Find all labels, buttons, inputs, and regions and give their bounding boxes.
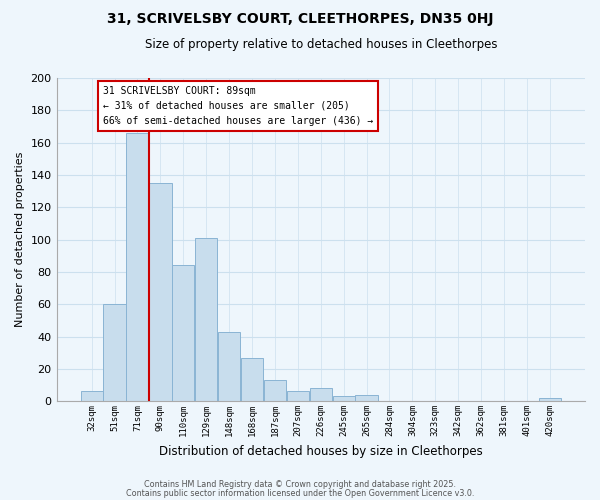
Bar: [332, 396, 355, 401]
Bar: [241, 358, 263, 401]
Bar: [264, 380, 286, 401]
Text: Contains HM Land Registry data © Crown copyright and database right 2025.: Contains HM Land Registry data © Crown c…: [144, 480, 456, 489]
Bar: [218, 332, 240, 401]
Bar: [80, 392, 103, 401]
Text: 31 SCRIVELSBY COURT: 89sqm
← 31% of detached houses are smaller (205)
66% of sem: 31 SCRIVELSBY COURT: 89sqm ← 31% of deta…: [103, 86, 373, 126]
Y-axis label: Number of detached properties: Number of detached properties: [15, 152, 25, 328]
Bar: [310, 388, 332, 401]
X-axis label: Distribution of detached houses by size in Cleethorpes: Distribution of detached houses by size …: [159, 444, 482, 458]
Bar: [355, 394, 378, 401]
Bar: [195, 238, 217, 401]
Bar: [287, 392, 309, 401]
Bar: [149, 183, 172, 401]
Bar: [539, 398, 561, 401]
Bar: [172, 266, 194, 401]
Bar: [127, 133, 149, 401]
Text: Contains public sector information licensed under the Open Government Licence v3: Contains public sector information licen…: [126, 488, 474, 498]
Bar: [103, 304, 125, 401]
Text: 31, SCRIVELSBY COURT, CLEETHORPES, DN35 0HJ: 31, SCRIVELSBY COURT, CLEETHORPES, DN35 …: [107, 12, 493, 26]
Title: Size of property relative to detached houses in Cleethorpes: Size of property relative to detached ho…: [145, 38, 497, 51]
